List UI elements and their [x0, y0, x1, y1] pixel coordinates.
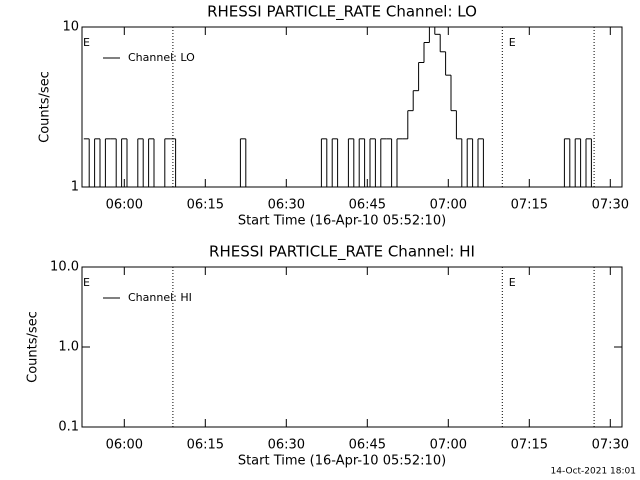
- x-tick-label: 07:15: [511, 198, 548, 213]
- y-tick-label: 10: [62, 20, 79, 35]
- annotation: E: [509, 36, 516, 49]
- x-tick-label: 06:15: [187, 198, 224, 213]
- x-axis-label: Start Time (16-Apr-10 05:52:10): [238, 454, 446, 469]
- x-tick-label: 07:30: [592, 438, 629, 453]
- annotation: E: [83, 36, 90, 49]
- x-tick-label: 06:45: [349, 198, 386, 213]
- x-tick-label: 06:30: [268, 438, 305, 453]
- y-tick-label: 10.0: [50, 260, 79, 275]
- footer: 14-Oct-2021 18:01: [551, 467, 636, 477]
- x-tick-label: 07:15: [511, 438, 548, 453]
- y-tick-label: 1.0: [58, 340, 79, 355]
- x-tick-label: 07:00: [430, 198, 467, 213]
- x-tick-label: 06:00: [106, 438, 143, 453]
- chart-title: RHESSI PARTICLE_RATE Channel: LO: [207, 3, 477, 22]
- legend-label: Channel: LO: [128, 51, 195, 64]
- annotation: E: [83, 276, 90, 289]
- y-tick-label: 1: [71, 180, 79, 195]
- x-tick-label: 06:30: [268, 198, 305, 213]
- x-tick-label: 06:45: [349, 438, 386, 453]
- x-tick-label: 06:00: [106, 198, 143, 213]
- x-axis-label: Start Time (16-Apr-10 05:52:10): [238, 214, 446, 229]
- legend-label: Channel: HI: [128, 291, 192, 304]
- y-axis-label: Counts/sec: [26, 311, 41, 383]
- x-tick-label: 06:15: [187, 438, 224, 453]
- annotation: E: [509, 276, 516, 289]
- x-tick-label: 07:00: [430, 438, 467, 453]
- y-tick-label: 0.1: [58, 420, 79, 435]
- chart-title: RHESSI PARTICLE_RATE Channel: HI: [209, 243, 475, 262]
- x-tick-label: 07:30: [592, 198, 629, 213]
- y-axis-label: Counts/sec: [38, 71, 53, 143]
- plot-frame: [81, 26, 623, 188]
